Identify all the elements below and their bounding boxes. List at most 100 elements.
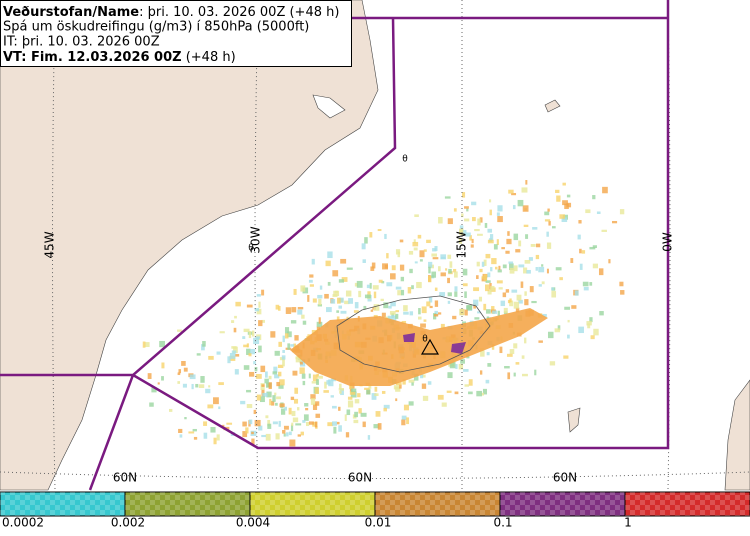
ash-speck bbox=[414, 214, 419, 217]
ash-speck bbox=[338, 297, 344, 303]
ash-speck bbox=[179, 434, 183, 438]
ash-speck bbox=[361, 243, 366, 250]
ash-speck bbox=[256, 294, 261, 297]
ash-speck bbox=[340, 388, 344, 396]
ash-speck bbox=[506, 238, 512, 245]
ash-speck bbox=[559, 214, 565, 219]
ash-speck bbox=[520, 281, 524, 288]
ash-speck bbox=[301, 373, 306, 379]
ash-speck bbox=[508, 189, 514, 194]
legend-label: 0.1 bbox=[493, 516, 512, 530]
ash-speck bbox=[583, 286, 589, 291]
ash-speck bbox=[401, 419, 406, 426]
ash-speck bbox=[142, 341, 146, 348]
ash-speck bbox=[310, 394, 316, 400]
ash-speck bbox=[294, 335, 299, 341]
ash-speck bbox=[619, 281, 624, 287]
ash-speck bbox=[299, 361, 303, 365]
ash-speck bbox=[414, 261, 418, 264]
ash-speck bbox=[391, 265, 396, 271]
ash-speck bbox=[304, 403, 309, 407]
ash-speck bbox=[420, 323, 426, 328]
ash-speck bbox=[602, 186, 608, 194]
ash-speck bbox=[338, 388, 345, 391]
ash-speck bbox=[303, 414, 309, 421]
ash-speck bbox=[375, 411, 381, 417]
ash-speck bbox=[503, 307, 508, 314]
ash-speck bbox=[579, 263, 583, 270]
ash-speck bbox=[578, 220, 582, 224]
ash-speck bbox=[487, 290, 492, 295]
ash-speck bbox=[532, 227, 538, 230]
ash-speck bbox=[509, 298, 512, 303]
ash-speck bbox=[358, 290, 362, 298]
ash-speck bbox=[147, 373, 152, 379]
ash-speck bbox=[256, 394, 261, 401]
ash-speck bbox=[453, 268, 457, 273]
ash-speck bbox=[274, 374, 280, 379]
ash-speck bbox=[327, 422, 334, 427]
ash-speck bbox=[513, 301, 520, 309]
ash-speck bbox=[144, 342, 150, 348]
ash-speck bbox=[449, 361, 456, 369]
ash-speck bbox=[427, 381, 432, 385]
ash-speck bbox=[371, 262, 376, 269]
header-box: Veðurstofan/Name: þri. 10. 03. 2026 00Z … bbox=[0, 0, 352, 67]
iceland bbox=[336, 295, 491, 373]
ash-speck bbox=[525, 234, 529, 239]
ash-speck bbox=[178, 428, 183, 433]
ash-speck bbox=[282, 335, 285, 343]
ash-speck bbox=[367, 291, 371, 296]
ash-speck bbox=[369, 282, 372, 289]
ash-speck bbox=[487, 272, 491, 278]
ash-speck bbox=[592, 245, 597, 249]
ash-speck bbox=[272, 395, 276, 402]
ash-core bbox=[403, 333, 415, 342]
ash-speck bbox=[218, 406, 221, 410]
ash-speck bbox=[302, 320, 307, 325]
ash-speck bbox=[496, 280, 503, 284]
ash-speck bbox=[226, 422, 233, 425]
ash-speck bbox=[251, 431, 254, 435]
ash-speck bbox=[346, 267, 353, 270]
ash-speck bbox=[574, 290, 579, 296]
ash-speck bbox=[429, 305, 433, 309]
ash-speck bbox=[513, 233, 519, 241]
ash-speck bbox=[493, 244, 498, 250]
ash-speck bbox=[338, 305, 343, 309]
ash-speck bbox=[149, 402, 154, 407]
ash-speck bbox=[279, 379, 285, 386]
ash-speck bbox=[345, 290, 352, 297]
ash-speck bbox=[577, 234, 581, 240]
ash-speck bbox=[314, 387, 319, 394]
ash-speck bbox=[526, 269, 531, 274]
ash-speck bbox=[380, 298, 384, 302]
ash-speck bbox=[462, 268, 468, 276]
ash-speck bbox=[326, 307, 332, 313]
ash-speck bbox=[299, 367, 305, 374]
ash-speck bbox=[406, 417, 410, 425]
ash-speck bbox=[525, 180, 528, 185]
ash-speck bbox=[422, 374, 426, 378]
ash-speck bbox=[431, 271, 437, 278]
ash-speck bbox=[509, 263, 514, 271]
ash-speck bbox=[178, 369, 182, 374]
ash-speck bbox=[258, 425, 263, 431]
ash-speck bbox=[242, 421, 247, 427]
ash-speck bbox=[559, 277, 563, 281]
ash-speck bbox=[183, 367, 188, 372]
ash-speck bbox=[464, 384, 469, 387]
ash-speck bbox=[564, 306, 571, 310]
ash-speck bbox=[297, 407, 300, 411]
ash-speck bbox=[439, 292, 446, 297]
ash-speck bbox=[399, 239, 404, 243]
ash-speck bbox=[284, 406, 287, 411]
ash-speck bbox=[231, 346, 237, 349]
ash-speck bbox=[395, 310, 400, 313]
ash-speck bbox=[273, 366, 278, 373]
ash-speck bbox=[557, 325, 561, 331]
ash-speck bbox=[253, 337, 260, 345]
ash-speck bbox=[469, 235, 472, 241]
ash-speck bbox=[523, 224, 529, 227]
ash-speck bbox=[371, 393, 377, 400]
